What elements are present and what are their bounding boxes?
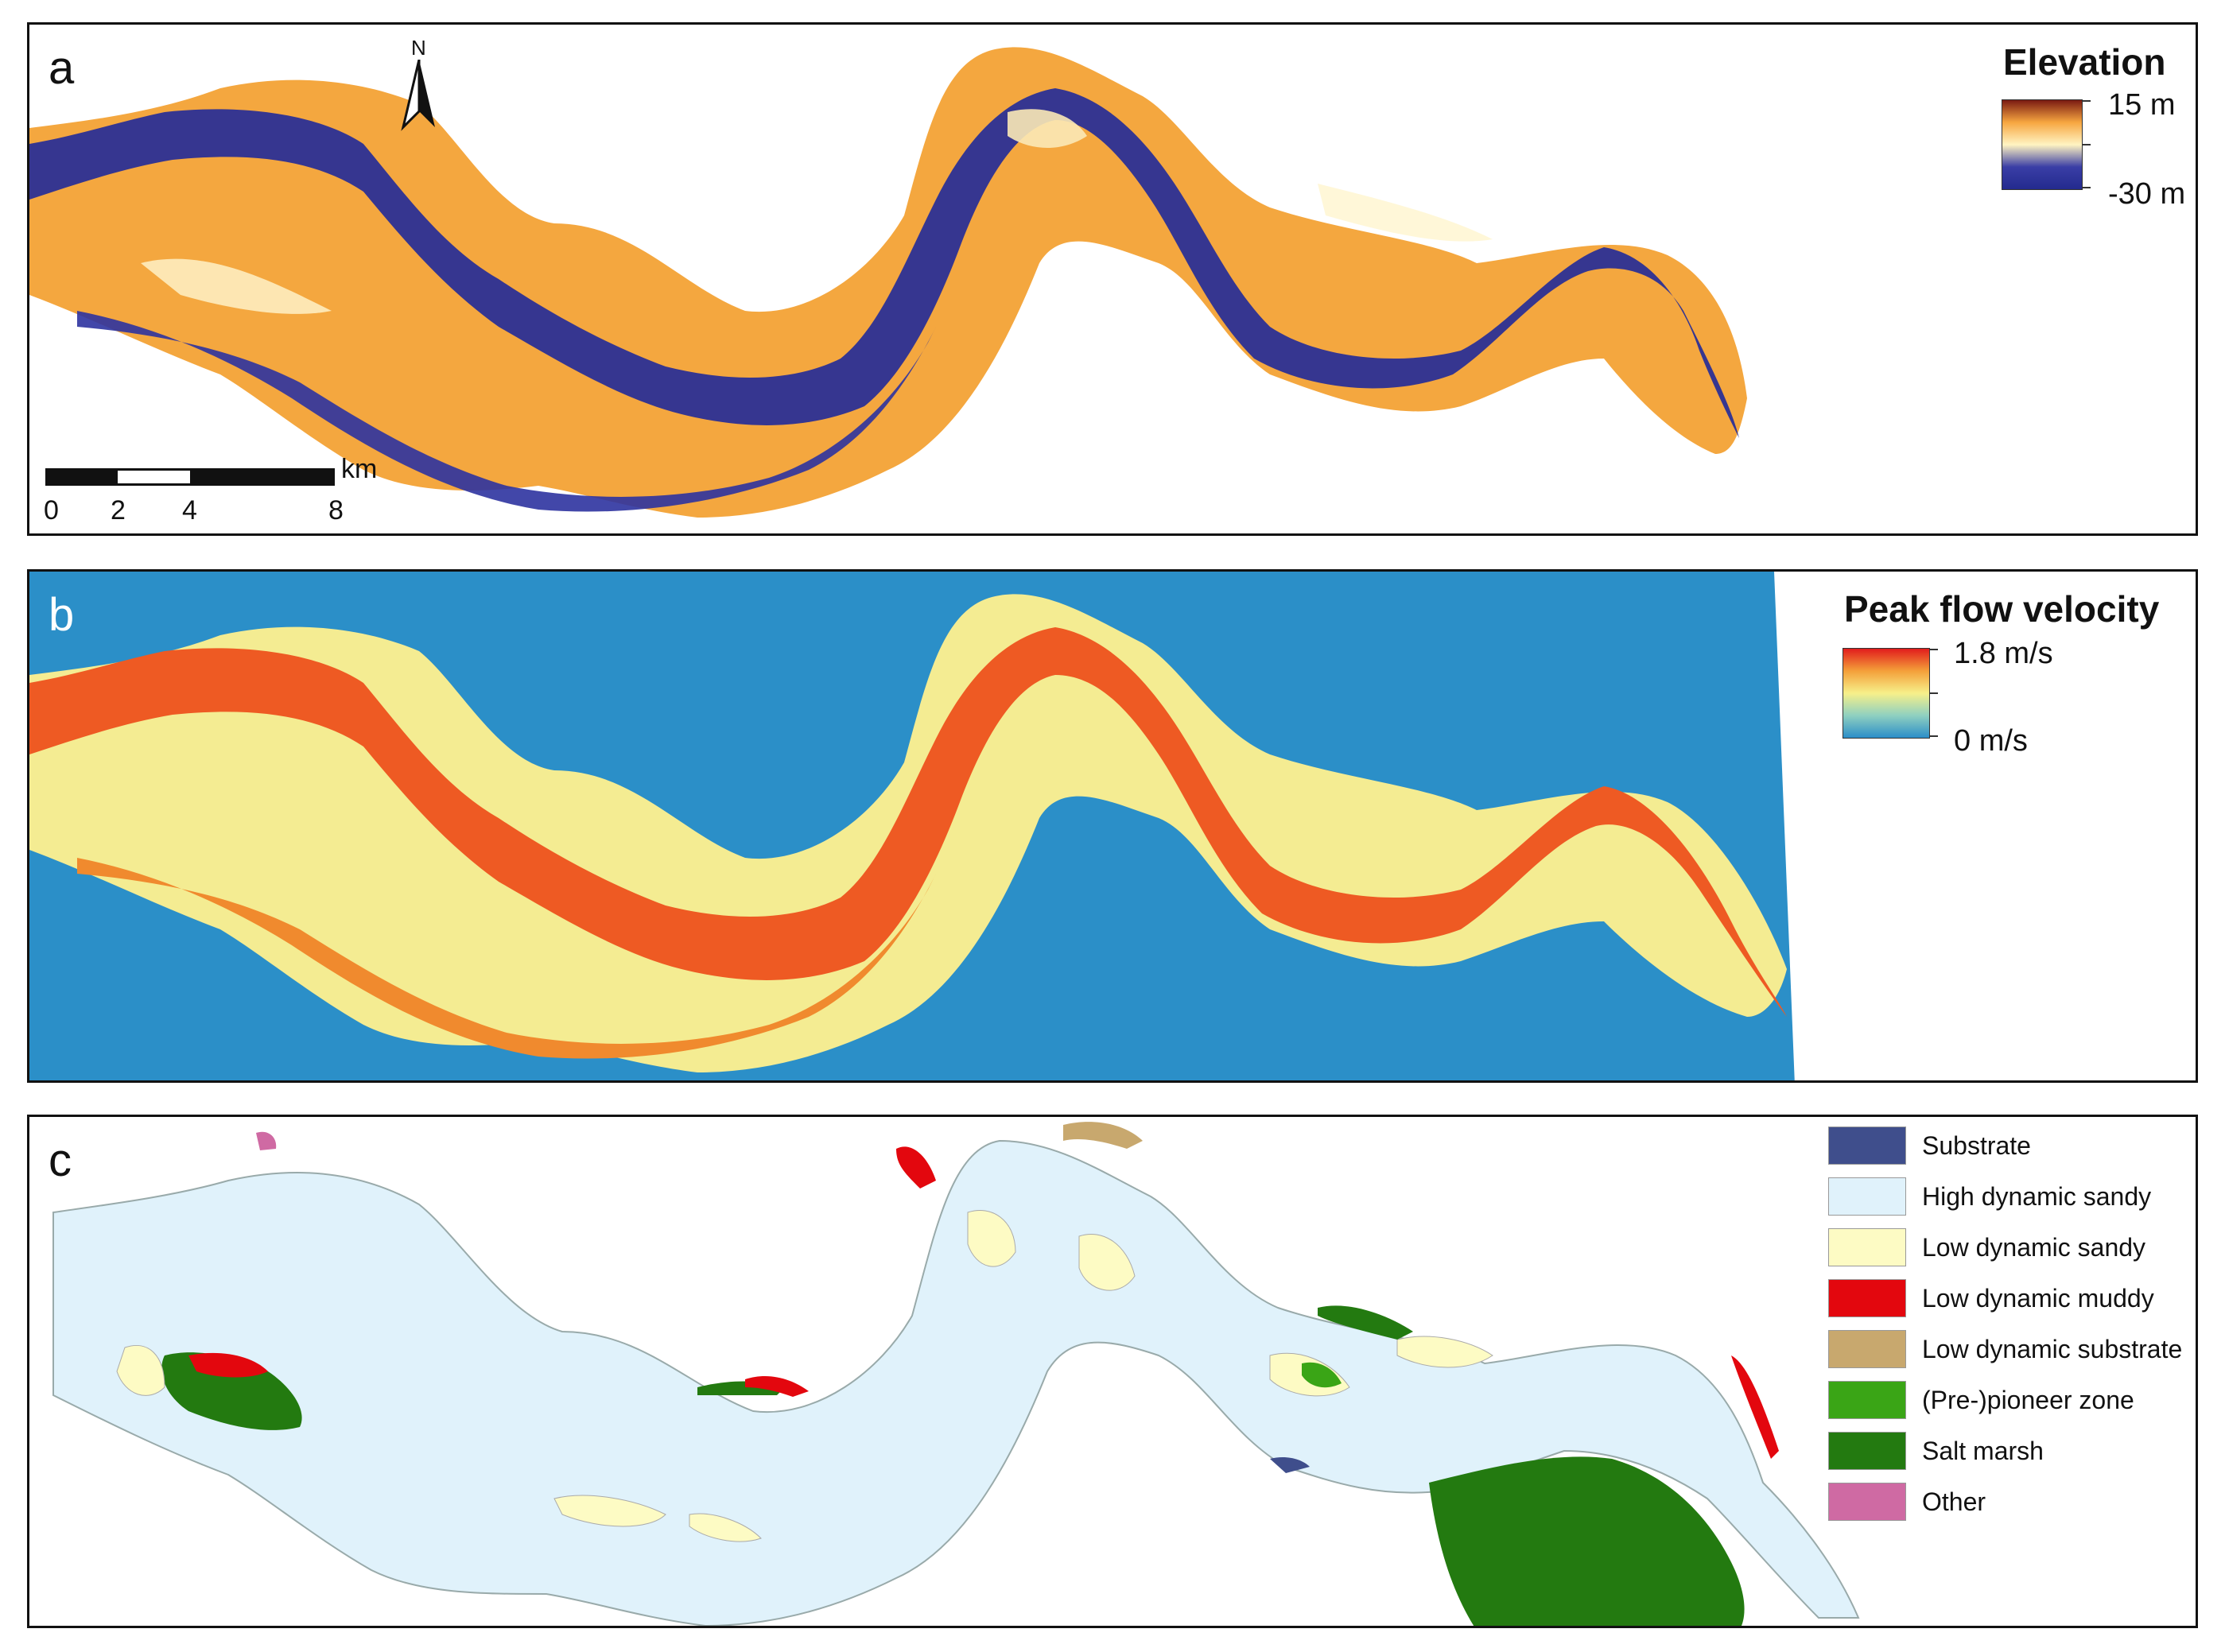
flow-velocity-map: [29, 572, 1795, 1080]
legend-label: Other: [1922, 1487, 1986, 1516]
north-label: N: [411, 36, 426, 60]
legend-swatch: [1828, 1483, 1906, 1521]
legend-swatch: [1828, 1432, 1906, 1470]
low-dynamic-sandy-island: [553, 1495, 666, 1527]
low-dynamic-muddy-fringe: [1731, 1355, 1779, 1459]
legend-label: High dynamic sandy: [1922, 1182, 2152, 1211]
legend-swatch: [1828, 1279, 1906, 1317]
legend-label: Low dynamic sandy: [1922, 1233, 2146, 1262]
elevation-max-label: 15 m: [2108, 88, 2176, 122]
velocity-max-label: 1.8 m/s: [1954, 637, 2053, 670]
legend-label: Low dynamic substrate: [1922, 1335, 2183, 1363]
shoal-highlight: [1008, 109, 1087, 148]
ramp-tick: [1930, 649, 1938, 650]
low-dynamic-substrate-fringe: [1063, 1122, 1143, 1149]
low-dynamic-sandy-island: [967, 1209, 1016, 1267]
scale-tick-label: 2: [111, 495, 126, 525]
low-dynamic-sandy-island: [1078, 1233, 1136, 1291]
panel-letter-c: c: [49, 1134, 72, 1186]
velocity-legend-title: Peak flow velocity: [1844, 588, 2160, 630]
ramp-tick: [1930, 692, 1938, 694]
shoal-highlight: [141, 258, 332, 314]
legend-swatch: [1828, 1228, 1906, 1266]
legend-label: Salt marsh: [1922, 1437, 2044, 1465]
ecotope-map: [52, 1122, 1860, 1626]
ramp-tick: [2083, 144, 2091, 145]
low-dynamic-muddy-fringe: [745, 1375, 809, 1397]
elevation-legend-title: Elevation: [2003, 41, 2166, 83]
legend-label: (Pre-)pioneer zone: [1922, 1386, 2134, 1414]
estuary-land-area: [29, 47, 1747, 518]
legend-swatch: [1828, 1177, 1906, 1216]
velocity-min-label: 0 m/s: [1954, 724, 2028, 758]
legend-label: Low dynamic muddy: [1922, 1284, 2154, 1313]
scale-tick-label: 0: [44, 495, 59, 525]
elevation-color-ramp: [2002, 99, 2083, 190]
legend-label: Substrate: [1922, 1131, 2031, 1160]
salt-marsh-area: [1429, 1456, 1745, 1626]
elevation-map: [29, 47, 1747, 518]
legend-swatch: [1828, 1330, 1906, 1368]
scale-tick-label: 4: [182, 495, 197, 525]
scale-bar: km 0 2 4 8: [44, 454, 379, 532]
legend-swatch: [1828, 1127, 1906, 1165]
ecotope-map-panel: c Substrate High dynamic sandy Low dynamic…: [27, 1115, 2198, 1628]
panel-letter-b: b: [49, 589, 75, 641]
high-dynamic-sandy-area: [52, 1139, 1860, 1626]
ramp-tick: [2083, 187, 2091, 188]
low-dynamic-sandy-island: [689, 1513, 762, 1542]
ramp-tick: [2083, 100, 2091, 102]
low-dynamic-muddy-patch: [188, 1352, 268, 1378]
scale-tick-label: 8: [328, 495, 344, 525]
elevation-map-panel: a N km 0 2 4 8 Elevation 15 m -30 m: [27, 22, 2198, 536]
north-arrow: N: [395, 36, 443, 131]
other-patch: [256, 1131, 277, 1150]
velocity-color-ramp: [1843, 648, 1930, 739]
low-dynamic-muddy-fringe: [896, 1146, 936, 1189]
north-arrow-icon: [401, 60, 435, 131]
main-channel: [29, 88, 1739, 438]
legend-swatch: [1828, 1381, 1906, 1419]
flow-velocity-map-panel: b Peak flow velocity 1.8 m/s 0 m/s: [27, 569, 2198, 1083]
salt-marsh-fringe: [1318, 1305, 1413, 1340]
elevation-min-label: -30 m: [2108, 177, 2186, 211]
low-dynamic-sandy-island: [1396, 1336, 1493, 1368]
high-velocity-core: [29, 627, 1787, 1017]
pioneer-zone-patch: [1302, 1362, 1342, 1388]
low-dynamic-sandy-island: [116, 1345, 165, 1396]
shoal-highlight: [1318, 184, 1493, 242]
ramp-tick: [1930, 735, 1938, 737]
panel-letter-a: a: [49, 42, 75, 94]
scale-unit-label: km: [341, 454, 378, 484]
substrate-patch: [1270, 1457, 1310, 1473]
